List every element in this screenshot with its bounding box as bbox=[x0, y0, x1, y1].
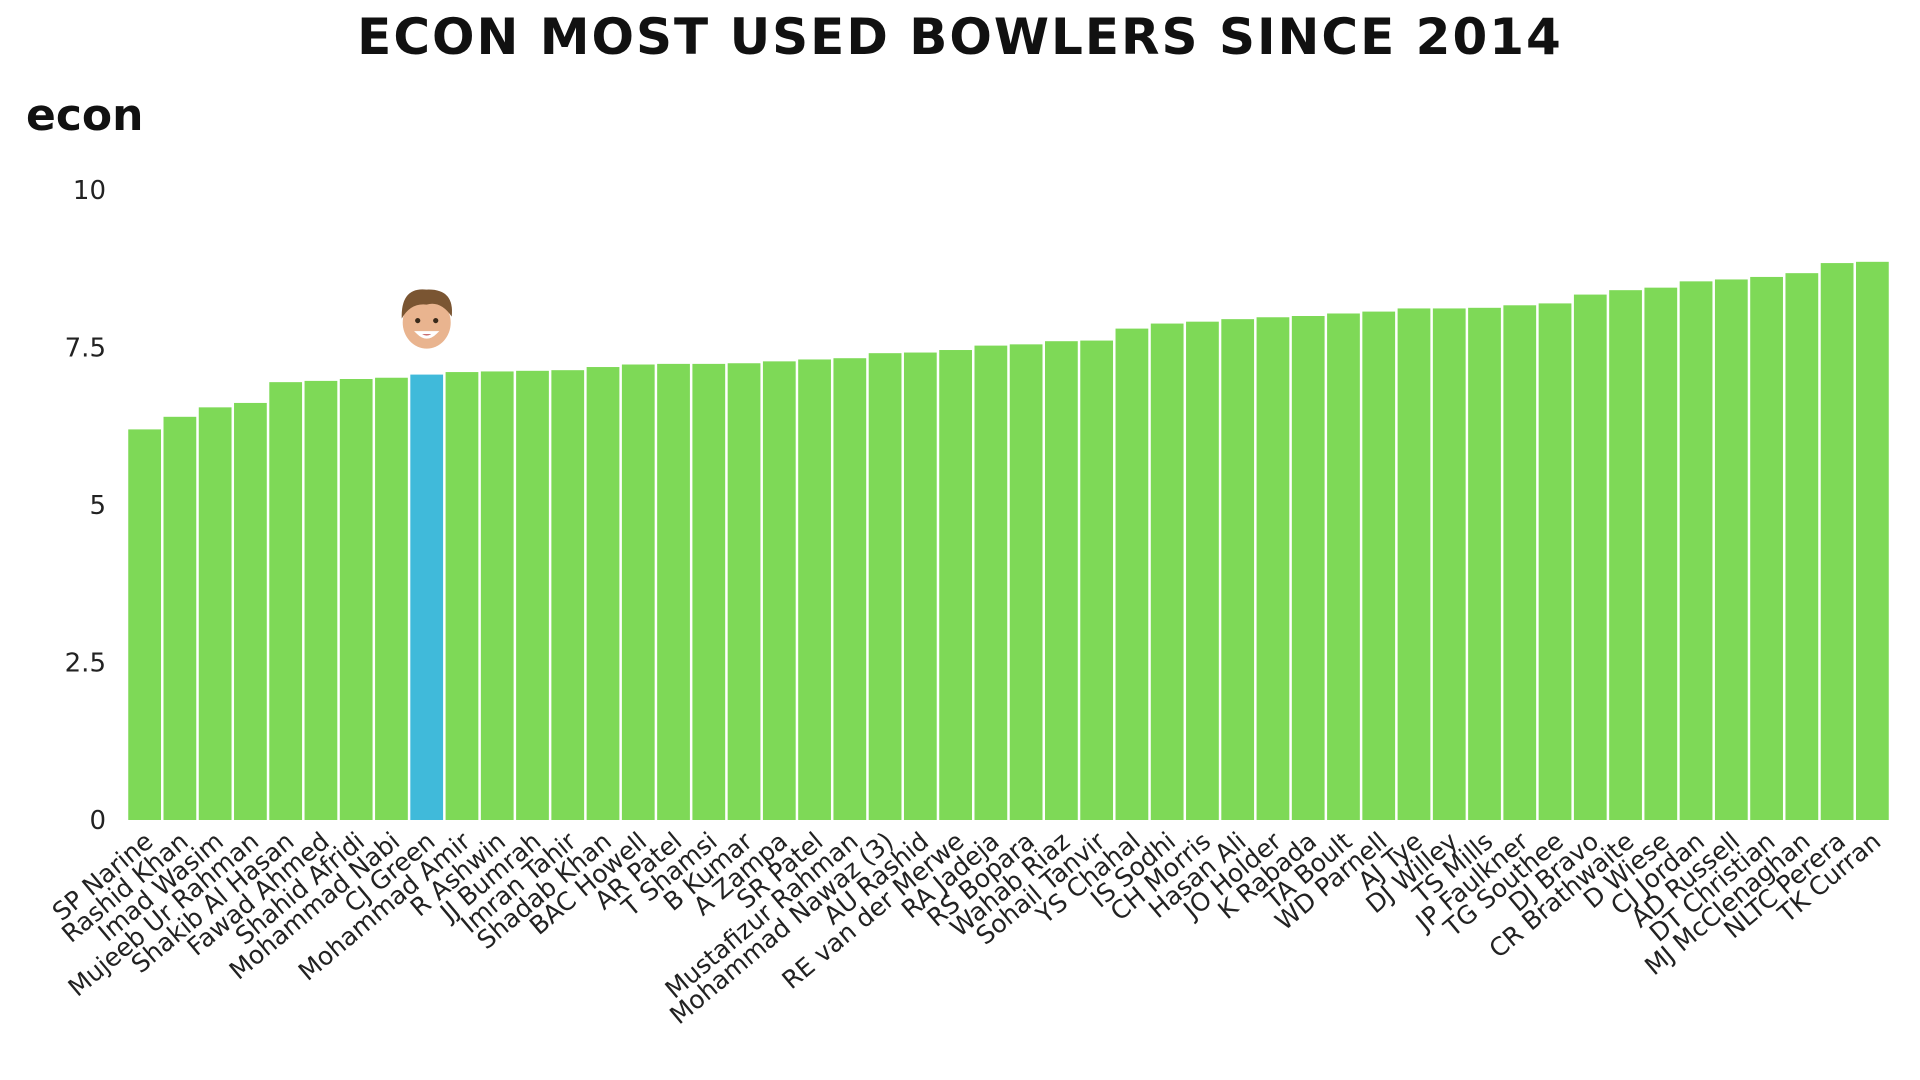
bar bbox=[1714, 279, 1748, 821]
bar bbox=[445, 372, 479, 820]
bar bbox=[1256, 317, 1290, 820]
bar bbox=[1009, 344, 1043, 820]
bar bbox=[516, 370, 549, 820]
bar bbox=[798, 359, 831, 820]
bar bbox=[833, 358, 867, 820]
bar bbox=[621, 364, 655, 820]
player-face-icon bbox=[401, 289, 453, 349]
bar bbox=[762, 361, 796, 820]
bar bbox=[1045, 341, 1078, 820]
bar bbox=[939, 350, 972, 820]
y-tick-label: 10 bbox=[73, 176, 106, 206]
bar bbox=[692, 363, 726, 820]
bar bbox=[1080, 340, 1114, 820]
bar bbox=[269, 382, 303, 820]
bar bbox=[657, 363, 690, 820]
bar bbox=[727, 363, 761, 820]
bar bbox=[868, 353, 902, 820]
bar bbox=[1327, 313, 1360, 820]
y-tick-label: 0 bbox=[89, 806, 106, 836]
bar bbox=[1468, 307, 1501, 820]
bar bbox=[903, 352, 937, 820]
bar bbox=[1644, 287, 1678, 820]
bar bbox=[1115, 328, 1149, 820]
y-axis-ticks: 0 2.5 5 7.5 10 bbox=[65, 176, 106, 836]
y-tick-label: 2.5 bbox=[65, 649, 106, 679]
bar bbox=[163, 416, 197, 820]
bar bbox=[410, 374, 444, 820]
bar bbox=[1150, 323, 1184, 820]
bar bbox=[586, 367, 620, 820]
bar bbox=[1820, 263, 1854, 821]
bar bbox=[375, 377, 408, 820]
bar bbox=[1221, 319, 1255, 820]
y-tick-label: 7.5 bbox=[65, 334, 106, 364]
bar bbox=[480, 371, 514, 820]
bar bbox=[128, 429, 162, 820]
bar bbox=[234, 402, 267, 820]
bar bbox=[1503, 305, 1537, 820]
bar bbox=[1785, 273, 1819, 820]
bar bbox=[1609, 290, 1642, 820]
y-axis-label: econ bbox=[26, 90, 143, 141]
bars bbox=[128, 261, 1889, 821]
bar bbox=[198, 407, 232, 820]
bar bbox=[304, 380, 338, 820]
bar bbox=[551, 370, 585, 820]
y-tick-label: 5 bbox=[89, 491, 106, 521]
bar bbox=[1538, 303, 1572, 820]
bar bbox=[1573, 294, 1607, 821]
bar bbox=[1679, 281, 1713, 821]
bar bbox=[1750, 276, 1783, 820]
bar bbox=[1855, 261, 1889, 820]
bar bbox=[974, 345, 1008, 820]
bar bbox=[1432, 308, 1466, 820]
bar bbox=[1291, 316, 1325, 820]
bar bbox=[1186, 321, 1219, 820]
bar bbox=[339, 379, 373, 820]
chart-title: ECON MOST USED BOWLERS SINCE 2014 bbox=[357, 8, 1563, 66]
bar bbox=[1397, 308, 1431, 820]
bar bbox=[1362, 311, 1396, 820]
